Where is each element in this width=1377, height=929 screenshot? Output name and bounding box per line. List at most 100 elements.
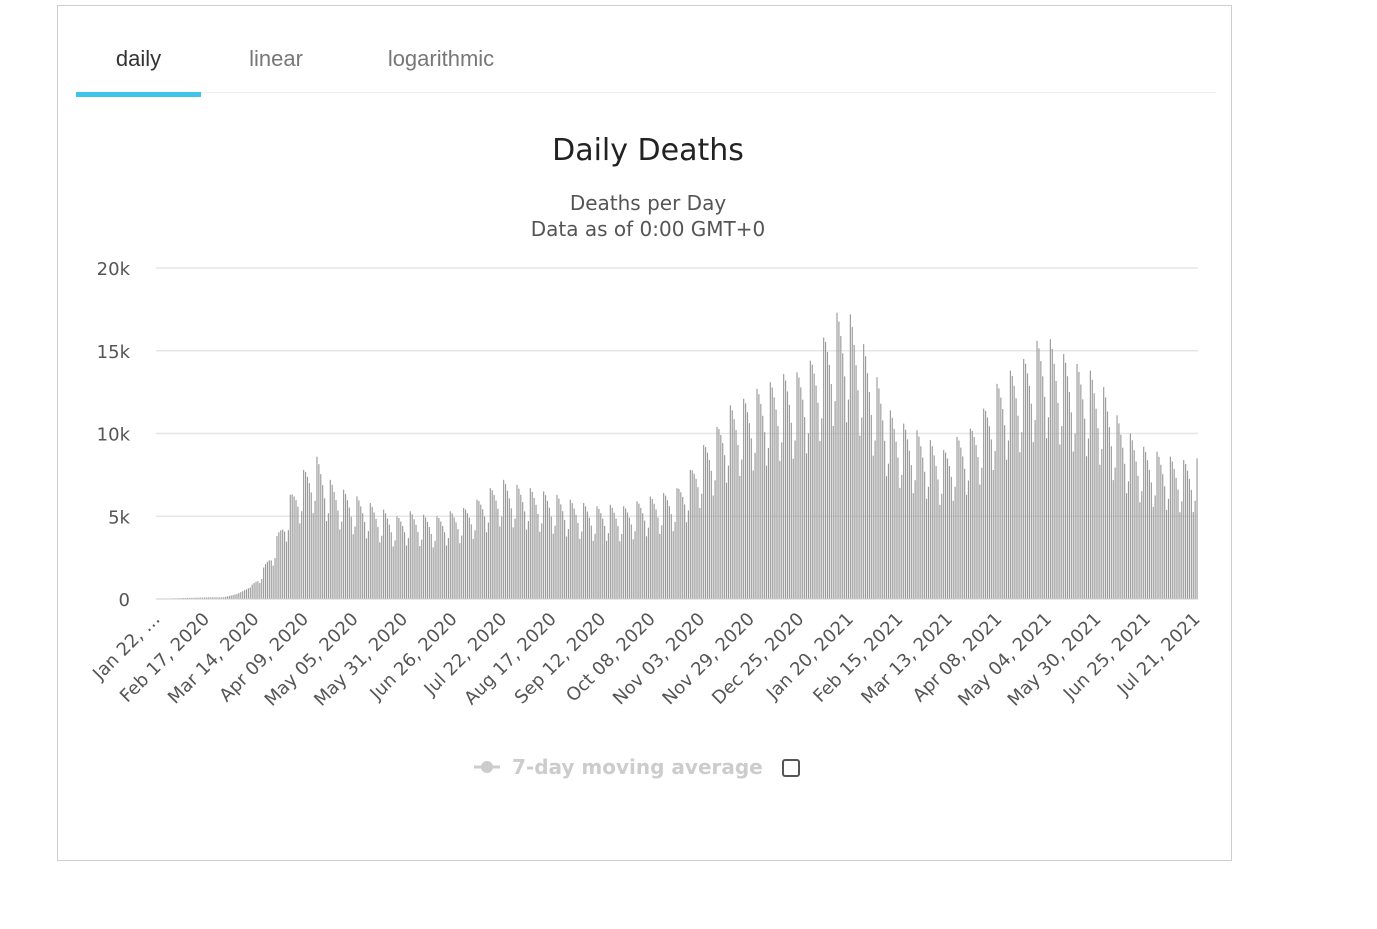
bar[interactable] <box>1049 339 1051 599</box>
bar[interactable] <box>367 531 369 599</box>
bar[interactable] <box>314 500 316 599</box>
bar[interactable] <box>249 587 251 599</box>
bar[interactable] <box>623 506 625 599</box>
bar[interactable] <box>251 584 253 599</box>
bar[interactable] <box>346 500 349 599</box>
bar[interactable] <box>329 479 331 599</box>
bar[interactable] <box>887 463 890 599</box>
bar[interactable] <box>727 465 729 599</box>
bar[interactable] <box>413 519 415 599</box>
bar[interactable] <box>607 533 609 599</box>
bar[interactable] <box>386 518 389 599</box>
bar[interactable] <box>657 517 659 599</box>
bar[interactable] <box>992 470 994 599</box>
bar[interactable] <box>402 526 404 599</box>
bar[interactable] <box>817 402 819 599</box>
bar[interactable] <box>615 518 617 599</box>
bar[interactable] <box>541 523 543 599</box>
bar[interactable] <box>1019 452 1021 599</box>
legend-item-7-day-average[interactable]: 7-day moving average <box>474 755 763 779</box>
bar[interactable] <box>285 541 288 599</box>
bar[interactable] <box>1065 362 1067 599</box>
bar[interactable] <box>383 509 385 599</box>
bar[interactable] <box>699 507 701 599</box>
bar[interactable] <box>411 514 413 599</box>
bar[interactable] <box>722 443 724 599</box>
bar[interactable] <box>836 312 838 599</box>
bar[interactable] <box>1076 363 1078 599</box>
bar[interactable] <box>1093 393 1095 599</box>
bar[interactable] <box>1156 451 1158 599</box>
bar[interactable] <box>625 508 627 599</box>
bar[interactable] <box>244 590 246 599</box>
bar[interactable] <box>729 405 731 599</box>
bar[interactable] <box>672 531 674 599</box>
bar[interactable] <box>821 418 823 599</box>
bar[interactable] <box>253 583 255 599</box>
bar[interactable] <box>920 446 922 599</box>
bar[interactable] <box>950 476 952 599</box>
bar[interactable] <box>845 422 848 599</box>
bar[interactable] <box>575 514 577 599</box>
bar[interactable] <box>1030 403 1032 599</box>
bar[interactable] <box>731 410 733 599</box>
bar[interactable] <box>981 467 983 599</box>
bar[interactable] <box>550 516 552 599</box>
bar[interactable] <box>457 529 459 599</box>
bar[interactable] <box>518 488 520 599</box>
bar[interactable] <box>1087 438 1090 599</box>
bar[interactable] <box>430 533 432 599</box>
bar[interactable] <box>1042 376 1044 599</box>
bar[interactable] <box>1070 412 1072 599</box>
bar[interactable] <box>1038 348 1040 599</box>
bar[interactable] <box>847 399 850 599</box>
bar[interactable] <box>464 509 467 599</box>
bar[interactable] <box>659 533 661 599</box>
bar[interactable] <box>924 471 926 599</box>
bar[interactable] <box>205 597 208 599</box>
bar[interactable] <box>626 512 629 599</box>
bar[interactable] <box>724 455 726 599</box>
bar[interactable] <box>592 540 594 599</box>
bar[interactable] <box>356 496 358 599</box>
bar[interactable] <box>308 483 310 599</box>
bar[interactable] <box>1141 491 1143 599</box>
bar[interactable] <box>937 479 939 600</box>
bar[interactable] <box>666 500 669 599</box>
bar[interactable] <box>933 455 935 599</box>
bar[interactable] <box>224 596 227 599</box>
bar[interactable] <box>605 540 608 599</box>
bar[interactable] <box>461 535 463 599</box>
bar[interactable] <box>1097 428 1099 599</box>
bar[interactable] <box>973 436 975 599</box>
bar[interactable] <box>350 516 352 599</box>
bar[interactable] <box>434 540 436 599</box>
bar[interactable] <box>825 341 827 599</box>
bar[interactable] <box>632 539 634 599</box>
bar[interactable] <box>1131 440 1133 599</box>
bar[interactable] <box>621 533 623 599</box>
bar[interactable] <box>562 511 564 599</box>
bar[interactable] <box>752 470 754 599</box>
bar[interactable] <box>1085 456 1088 599</box>
bar[interactable] <box>863 344 865 599</box>
bar[interactable] <box>596 506 598 599</box>
bar[interactable] <box>952 500 954 599</box>
bar[interactable] <box>712 495 714 599</box>
bar[interactable] <box>1099 464 1101 599</box>
bar[interactable] <box>956 436 958 599</box>
bar[interactable] <box>468 517 470 599</box>
bar[interactable] <box>520 494 522 599</box>
bar[interactable] <box>840 336 842 599</box>
bar[interactable] <box>405 545 408 600</box>
bar[interactable] <box>1021 432 1023 599</box>
bar[interactable] <box>1154 495 1156 599</box>
bar[interactable] <box>1080 384 1082 599</box>
bar[interactable] <box>466 513 469 599</box>
bar[interactable] <box>474 530 476 599</box>
bar[interactable] <box>916 430 918 599</box>
bar[interactable] <box>1164 486 1166 599</box>
bar[interactable] <box>844 376 846 599</box>
bar[interactable] <box>348 507 350 600</box>
bar[interactable] <box>617 526 619 599</box>
